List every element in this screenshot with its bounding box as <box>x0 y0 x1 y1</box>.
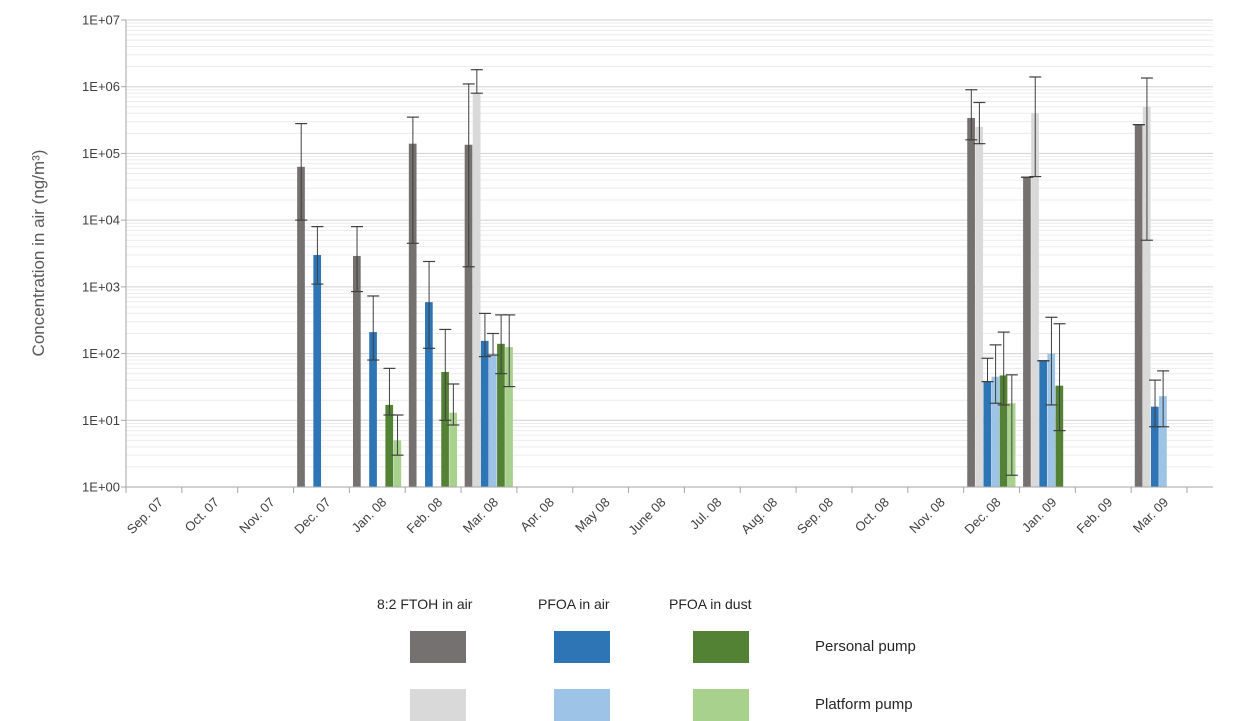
x-tick-label: Apr. 08 <box>517 495 557 535</box>
error-bar <box>973 101 986 145</box>
bars <box>297 93 1167 488</box>
legend-row-platform-pump: Platform pump <box>815 696 913 713</box>
bar <box>352 256 361 487</box>
y-tick-label: 1E+07 <box>82 13 120 28</box>
error-bars <box>295 69 1170 476</box>
x-tick-label: Nov. 07 <box>236 495 278 537</box>
error-bar <box>989 344 1002 404</box>
x-tick-label: Jul. 08 <box>687 495 725 533</box>
error-bar <box>997 331 1010 406</box>
x-tick-label: Oct. 07 <box>182 495 222 535</box>
bar <box>991 376 1000 487</box>
bar <box>505 347 513 487</box>
concentration-chart: 1E+00 1E+01 1E+02 1E+03 1E+04 1E+05 1E+06 1E+07… <box>29 13 1213 538</box>
bar <box>425 302 433 487</box>
y-tick-label: 1E+04 <box>82 213 120 228</box>
bar <box>983 381 992 487</box>
legend-swatch-pfoa-air-personal <box>554 631 610 663</box>
y-axis-title: Concentration in air (ng/m³) <box>29 150 48 357</box>
x-tick-label: Sep. 07 <box>124 495 166 537</box>
x-tick-label: June 08 <box>625 495 668 538</box>
error-bar <box>391 414 404 456</box>
legend-column-pfoa-dust: PFOA in dust <box>669 596 752 612</box>
legend-swatch-pfoa-air-platform <box>554 689 610 721</box>
error-bar <box>406 116 419 244</box>
bar <box>975 126 984 488</box>
x-tick-label: Nov. 08 <box>906 495 948 537</box>
legend-row-personal-pump: Personal pump <box>815 638 916 655</box>
legend-column-ftoh-air: 8:2 FTOH in air <box>377 596 473 612</box>
error-bar <box>423 260 436 349</box>
legend-swatch-ftoh-platform <box>410 689 466 721</box>
bar <box>480 340 489 487</box>
y-tick-label: 1E+06 <box>82 79 120 94</box>
bar <box>1134 124 1143 487</box>
legend-swatch-ftoh-personal <box>410 631 466 663</box>
x-tick-label: Sep. 08 <box>794 495 836 537</box>
x-tick-label: Oct. 08 <box>852 495 892 535</box>
x-tick-label: Aug. 08 <box>738 495 780 537</box>
bar <box>1142 106 1151 487</box>
bar <box>464 144 473 487</box>
error-bar <box>367 295 380 361</box>
bar <box>408 143 417 487</box>
error-bar <box>1140 77 1153 241</box>
bar <box>488 355 497 487</box>
error-bar <box>351 226 364 293</box>
bar <box>297 166 305 487</box>
error-bar <box>487 332 500 356</box>
bar <box>472 93 481 487</box>
x-tick-label: Mar. 08 <box>460 495 501 536</box>
error-bar <box>383 367 396 416</box>
bar <box>1047 353 1056 487</box>
x-tick-label: Feb. 09 <box>1074 495 1116 537</box>
bar <box>1055 385 1064 487</box>
bar <box>1150 406 1159 487</box>
error-bar <box>1029 76 1042 178</box>
bar <box>441 371 449 487</box>
error-bar <box>981 357 994 383</box>
y-tick-label: 1E+00 <box>82 480 120 495</box>
error-bar <box>295 122 308 221</box>
x-tick-label: May 08 <box>572 495 613 536</box>
bar <box>313 255 322 487</box>
y-tick-label: 1E+02 <box>82 346 120 361</box>
error-bar <box>311 226 324 285</box>
legend-swatch-pfoa-dust-platform <box>693 689 749 721</box>
legend-swatch-pfoa-dust-personal <box>693 631 749 663</box>
error-bar <box>462 83 475 268</box>
x-tick-label: Mar. 09 <box>1130 495 1171 536</box>
x-tick-label: Feb. 08 <box>403 495 445 537</box>
bar <box>1023 177 1031 487</box>
error-bar <box>1045 316 1058 406</box>
bar <box>497 343 505 487</box>
error-bar <box>439 328 452 421</box>
error-bar <box>447 383 460 426</box>
y-tick-label: 1E+05 <box>82 146 120 161</box>
error-bar <box>1053 323 1066 432</box>
bar <box>393 440 402 487</box>
y-tick-label: 1E+01 <box>82 413 120 428</box>
y-tick-label: 1E+03 <box>82 279 120 294</box>
error-bar <box>965 89 978 141</box>
bar <box>385 404 394 487</box>
error-bar <box>478 312 491 358</box>
x-tick-label: Dec. 07 <box>291 495 333 537</box>
bar <box>1159 396 1167 487</box>
error-bar <box>503 314 516 388</box>
legend-column-pfoa-air: PFOA in air <box>538 596 610 612</box>
bar <box>1031 113 1039 487</box>
bar <box>449 412 458 487</box>
x-tick-label: Jan. 09 <box>1019 495 1060 536</box>
bar <box>369 332 377 487</box>
error-bar <box>1157 370 1170 428</box>
x-tick-label: Dec. 08 <box>961 495 1003 537</box>
bar <box>999 375 1008 487</box>
error-bar <box>470 69 483 94</box>
x-tick-label: Jan. 08 <box>349 495 390 536</box>
axes <box>121 19 1213 493</box>
bar <box>1039 360 1047 487</box>
bar <box>967 117 975 487</box>
error-bar <box>1005 374 1018 476</box>
